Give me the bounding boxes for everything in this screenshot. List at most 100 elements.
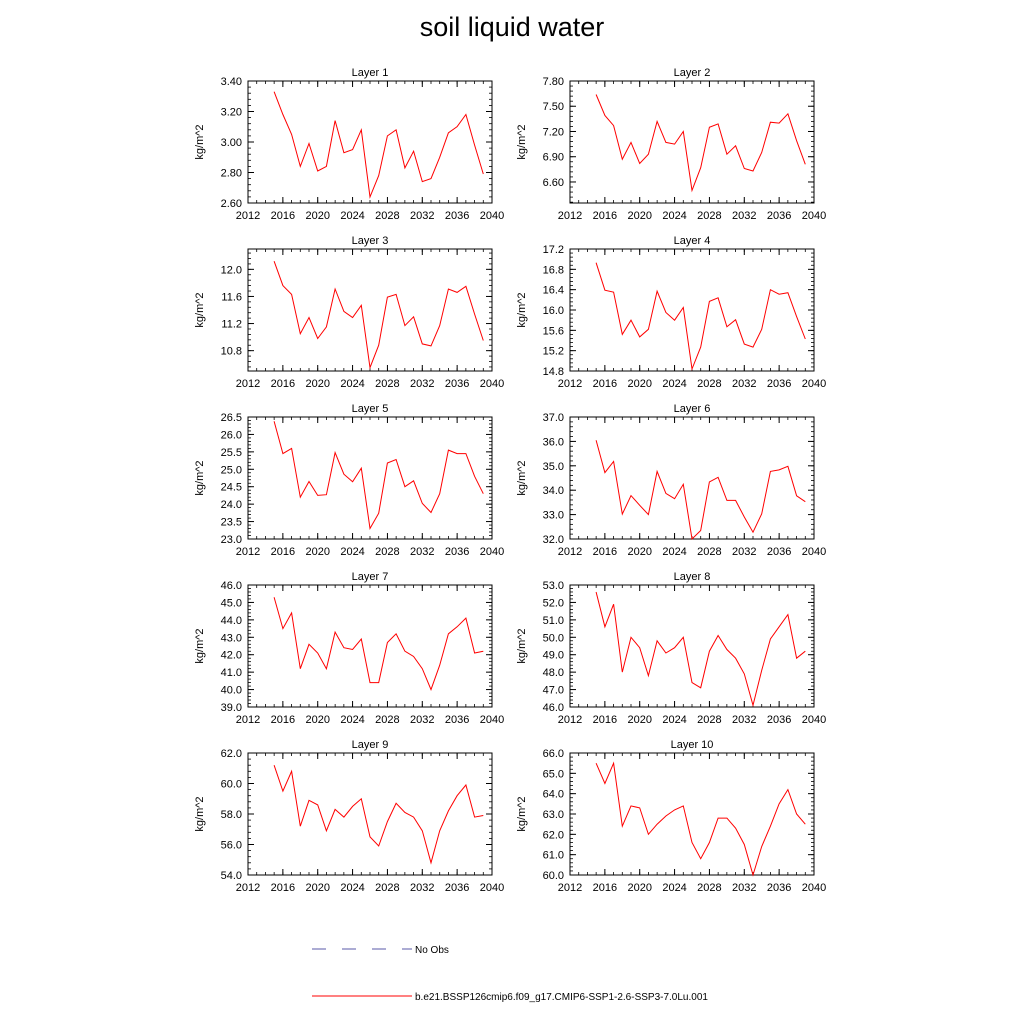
x-tick-label: 2024: [340, 546, 364, 558]
x-tick-label: 2020: [305, 882, 329, 894]
x-tick-label: 2016: [271, 210, 295, 222]
plot-frame: [569, 248, 815, 372]
plot-frame: [247, 584, 493, 708]
x-tick-label: 2016: [593, 210, 617, 222]
y-axis-label: kg/m^2: [516, 292, 528, 327]
y-tick-label: 46.0: [221, 580, 242, 592]
x-tick-label: 2032: [732, 714, 756, 726]
y-tick-label: 24.5: [221, 482, 242, 494]
plot-frame: [569, 416, 815, 540]
x-tick-label: 2020: [305, 210, 329, 222]
y-tick-label: 44.0: [221, 615, 242, 627]
y-axis-label: kg/m^2: [194, 460, 206, 495]
x-tick-label: 2024: [662, 546, 686, 558]
legend-obs-label: No Obs: [415, 945, 449, 956]
series-line: [595, 262, 806, 371]
panel-layer-8: Layer 8 2012 2016 2020 2024 2028 2032 2036 2040 4…: [516, 571, 826, 726]
y-axis-label: kg/m^2: [516, 460, 528, 495]
x-tick-label: 2012: [236, 546, 260, 558]
y-tick-label: 56.0: [221, 840, 242, 852]
x-tick-label: 2020: [627, 378, 651, 390]
legend: No Obs b.e21.BSSP126cmip6.f09_g17.CMIP6-…: [312, 945, 708, 1003]
x-tick-label: 2028: [375, 378, 399, 390]
panel-title: Layer 8: [674, 571, 711, 583]
plot-frame: [247, 752, 493, 876]
x-tick-label: 2012: [236, 882, 260, 894]
y-tick-label: 61.0: [543, 850, 564, 862]
y-tick-label: 25.0: [221, 464, 242, 476]
x-tick-label: 2032: [732, 210, 756, 222]
y-tick-label: 50.0: [543, 632, 564, 644]
x-tick-label: 2016: [593, 882, 617, 894]
x-tick-label: 2040: [802, 378, 826, 390]
y-tick-label: 11.6: [221, 291, 242, 303]
x-tick-label: 2028: [375, 210, 399, 222]
x-tick-label: 2024: [662, 378, 686, 390]
y-tick-label: 16.0: [543, 305, 564, 317]
panel-title: Layer 6: [674, 403, 711, 415]
x-tick-label: 2032: [732, 546, 756, 558]
x-tick-label: 2032: [410, 378, 434, 390]
x-tick-label: 2024: [340, 882, 364, 894]
x-tick-label: 2040: [802, 546, 826, 558]
y-axis-label: kg/m^2: [194, 124, 206, 159]
y-tick-label: 15.6: [543, 325, 564, 337]
plot-frame: [569, 584, 815, 708]
panel-layer-10: Layer 10 2012 2016 2020 2024 2028 2032 2036 2040…: [516, 739, 826, 894]
x-tick-label: 2036: [767, 378, 791, 390]
x-tick-label: 2012: [558, 714, 582, 726]
y-tick-label: 6.60: [543, 177, 564, 189]
plot-frame: [247, 80, 493, 204]
y-tick-label: 15.2: [543, 346, 564, 358]
y-tick-label: 60.0: [543, 870, 564, 882]
y-tick-label: 16.8: [543, 264, 564, 276]
x-tick-label: 2024: [340, 714, 364, 726]
x-tick-label: 2020: [627, 210, 651, 222]
x-tick-label: 2028: [697, 714, 721, 726]
y-tick-label: 2.80: [221, 168, 242, 180]
y-tick-label: 64.0: [543, 789, 564, 801]
x-tick-label: 2040: [480, 546, 504, 558]
y-tick-label: 42.0: [221, 650, 242, 662]
plot-frame: [247, 416, 493, 540]
x-tick-label: 2036: [445, 546, 469, 558]
x-tick-label: 2028: [375, 546, 399, 558]
x-tick-label: 2028: [697, 882, 721, 894]
panel-layer-7: Layer 7 2012 2016 2020 2024 2028 2032 2036 2040 3…: [194, 571, 504, 726]
x-tick-label: 2020: [305, 546, 329, 558]
series-line: [273, 421, 484, 531]
y-tick-label: 34.0: [543, 485, 564, 497]
y-tick-label: 51.0: [543, 615, 564, 627]
x-tick-label: 2024: [662, 714, 686, 726]
x-tick-label: 2012: [558, 882, 582, 894]
y-tick-label: 49.0: [543, 650, 564, 662]
y-tick-label: 11.2: [221, 319, 242, 331]
x-tick-label: 2036: [445, 714, 469, 726]
x-tick-label: 2036: [767, 546, 791, 558]
y-tick-label: 25.5: [221, 447, 242, 459]
y-tick-label: 3.40: [221, 76, 242, 88]
x-tick-label: 2040: [480, 882, 504, 894]
y-tick-label: 48.0: [543, 667, 564, 679]
y-tick-label: 23.5: [221, 517, 242, 529]
x-tick-label: 2032: [410, 882, 434, 894]
x-tick-label: 2040: [480, 378, 504, 390]
x-tick-label: 2036: [767, 882, 791, 894]
x-tick-label: 2036: [767, 210, 791, 222]
x-tick-label: 2040: [802, 210, 826, 222]
x-tick-label: 2040: [480, 714, 504, 726]
y-axis-label: kg/m^2: [516, 628, 528, 663]
x-tick-label: 2012: [558, 378, 582, 390]
panel-title: Layer 10: [671, 739, 714, 751]
series-line: [595, 761, 806, 877]
y-tick-label: 63.0: [543, 809, 564, 821]
x-tick-label: 2036: [445, 210, 469, 222]
series-line: [595, 440, 806, 541]
y-tick-label: 7.20: [543, 126, 564, 138]
y-tick-label: 14.8: [543, 366, 564, 378]
panel-layer-9: Layer 9 2012 2016 2020 2024 2028 2032 2036 2040 5…: [194, 739, 504, 894]
x-tick-label: 2012: [236, 714, 260, 726]
panel-layer-5: Layer 5 2012 2016 2020 2024 2028 2032 2036 2040 2…: [194, 403, 504, 558]
x-tick-label: 2020: [305, 378, 329, 390]
